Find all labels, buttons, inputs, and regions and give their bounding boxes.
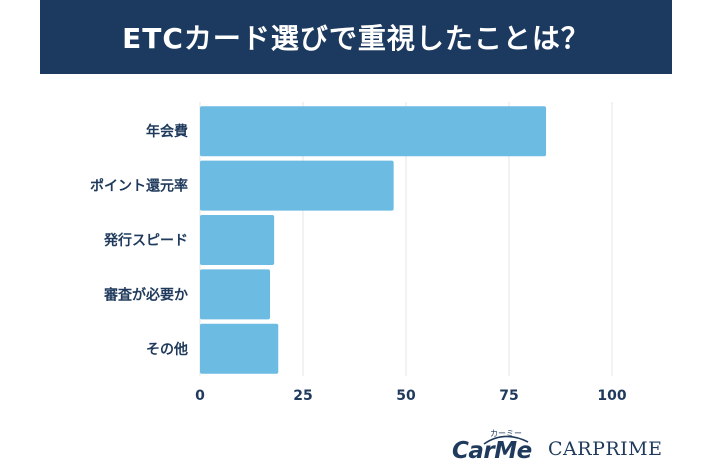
bar: [200, 215, 275, 265]
category-label: 発行スピード: [103, 232, 188, 249]
bars: [200, 106, 547, 374]
car-arc-icon: [483, 435, 529, 445]
category-label: 審査が必要か: [103, 286, 188, 303]
bar: [200, 106, 547, 157]
chart-title-banner: ETCカード選びで重視したことは？: [40, 0, 672, 74]
x-tick-label: 25: [293, 388, 312, 404]
carme-logo-text: CarMe: [452, 438, 532, 464]
chart-title: ETCカード選びで重視したことは？: [122, 22, 590, 55]
x-axis-ticks: 0 25 50 75 100: [195, 388, 627, 404]
category-label: ポイント還元率: [90, 178, 188, 195]
x-tick-label: 75: [499, 388, 518, 404]
category-label: その他: [146, 341, 188, 358]
x-tick-label: 100: [597, 388, 626, 404]
category-label: 年会費: [146, 123, 188, 140]
carme-logo: カーミー CarMe: [452, 428, 552, 466]
carme-logo-kana: カーミー: [490, 429, 522, 438]
carprime-logo: CARPRIME: [548, 438, 663, 460]
bar: [200, 323, 279, 374]
bar: [200, 269, 271, 320]
x-tick-label: 0: [195, 388, 205, 404]
bar: [200, 160, 394, 211]
x-tick-label: 50: [396, 388, 416, 404]
